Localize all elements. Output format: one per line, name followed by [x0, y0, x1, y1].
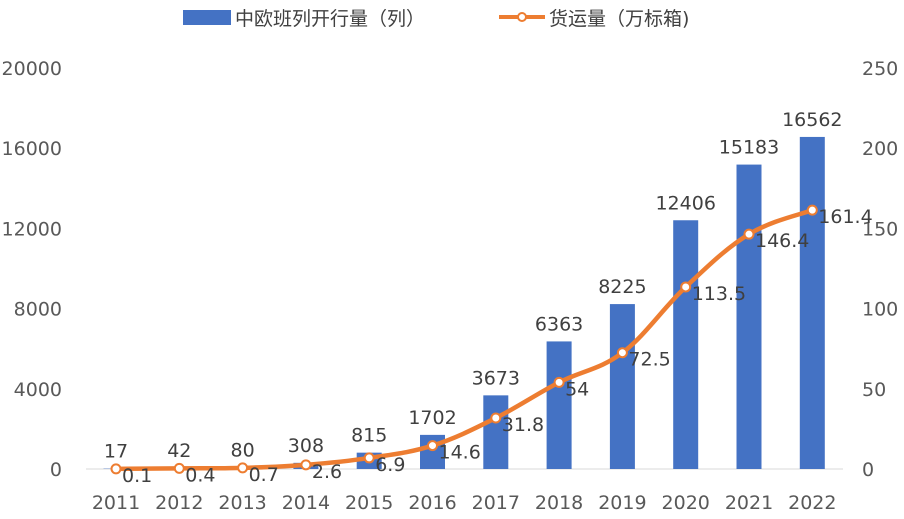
x-tick-label: 2016: [408, 492, 456, 514]
legend-label-line: 货运量（万标箱): [549, 8, 689, 30]
line-point: [427, 440, 438, 452]
bar-data-label: 15183: [719, 137, 779, 159]
y-right-tick-label: 150: [862, 218, 898, 240]
line-data-label: 6.9: [375, 454, 405, 476]
bar: [736, 164, 762, 469]
legend-label-bar: 中欧班列开行量（列）: [235, 8, 425, 30]
line-data-label: 113.5: [692, 283, 746, 305]
legend-swatch-bar: [183, 10, 231, 25]
y-left-tick-label: 12000: [2, 218, 62, 240]
y-right-tick-label: 200: [862, 138, 898, 160]
x-tick-label: 2021: [725, 492, 773, 514]
bar-data-label: 308: [288, 435, 324, 457]
bar-data-label: 8225: [598, 276, 646, 298]
line-point: [553, 376, 565, 388]
y-right-tick-label: 100: [862, 299, 898, 321]
x-tick-label: 2019: [598, 492, 646, 514]
x-tick-label: 2020: [662, 492, 710, 514]
y-left-tick-label: 4000: [14, 379, 62, 401]
x-tick-label: 2013: [218, 492, 266, 514]
line-point: [616, 347, 628, 359]
y-left-tick-label: 8000: [14, 299, 62, 321]
y-left-tick-label: 16000: [2, 138, 62, 160]
line-series: [110, 204, 818, 475]
bar: [483, 395, 509, 469]
y-right-tick-label: 50: [862, 379, 886, 401]
bar-data-label: 6363: [535, 313, 583, 335]
bar-data-label: 12406: [655, 192, 715, 214]
line-data-label: 146.4: [755, 230, 809, 252]
line-data-label: 72.5: [628, 349, 670, 371]
line-data-label: 0.1: [122, 465, 152, 487]
data-labels: 17 42 80 308 8151702367363638225124061518316…: [104, 109, 873, 487]
bar-data-label: 17: [104, 441, 128, 463]
bar-data-label: 42: [167, 440, 191, 462]
bar: [546, 341, 572, 469]
y-left-tick-label: 20000: [2, 58, 62, 80]
line-point: [743, 228, 755, 240]
line-data-label: 161.4: [818, 206, 872, 228]
line-point: [680, 281, 692, 293]
axes: 0 4000 8000 12000 16000 20000 0 50 100 150 200 250 2…: [2, 58, 899, 514]
line-point: [806, 204, 818, 216]
bar-data-label: 80: [231, 439, 255, 461]
line-data-label: 0.4: [185, 464, 215, 486]
bar: [609, 304, 635, 469]
bar-data-label: 3673: [472, 367, 520, 389]
x-tick-label: 2015: [345, 492, 393, 514]
x-tick-label: 2011: [92, 492, 140, 514]
line-data-label: 0.7: [249, 464, 279, 486]
legend-swatch-marker: [517, 12, 527, 22]
y-left-tick-label: 0: [50, 459, 62, 481]
line-data-label: 54: [565, 378, 589, 400]
x-tick-label: 2018: [535, 492, 583, 514]
line-point: [300, 459, 312, 471]
line-path: [115, 207, 814, 472]
line-point: [237, 462, 249, 474]
bar-series: [103, 136, 825, 470]
line-data-label: 31.8: [502, 414, 544, 436]
line-point: [173, 462, 185, 474]
line-point: [363, 452, 375, 464]
line-point: [110, 463, 122, 475]
y-right-tick-label: 250: [862, 58, 898, 80]
x-tick-label: 2017: [472, 492, 520, 514]
x-tick-label: 2012: [155, 492, 203, 514]
x-tick-label: 2022: [788, 492, 836, 514]
bar-data-label: 1702: [408, 407, 456, 429]
x-tick-label: 2014: [282, 492, 330, 514]
legend: 中欧班列开行量（列） 货运量（万标箱): [183, 8, 689, 30]
bar-data-label: 815: [351, 425, 387, 447]
bar-data-label: 16562: [782, 109, 842, 131]
bar: [799, 136, 825, 470]
line-point: [490, 412, 502, 424]
y-right-tick-label: 0: [862, 459, 874, 481]
line-data-label: 2.6: [312, 461, 342, 483]
line-data-label: 14.6: [439, 442, 481, 464]
bar: [673, 220, 699, 469]
